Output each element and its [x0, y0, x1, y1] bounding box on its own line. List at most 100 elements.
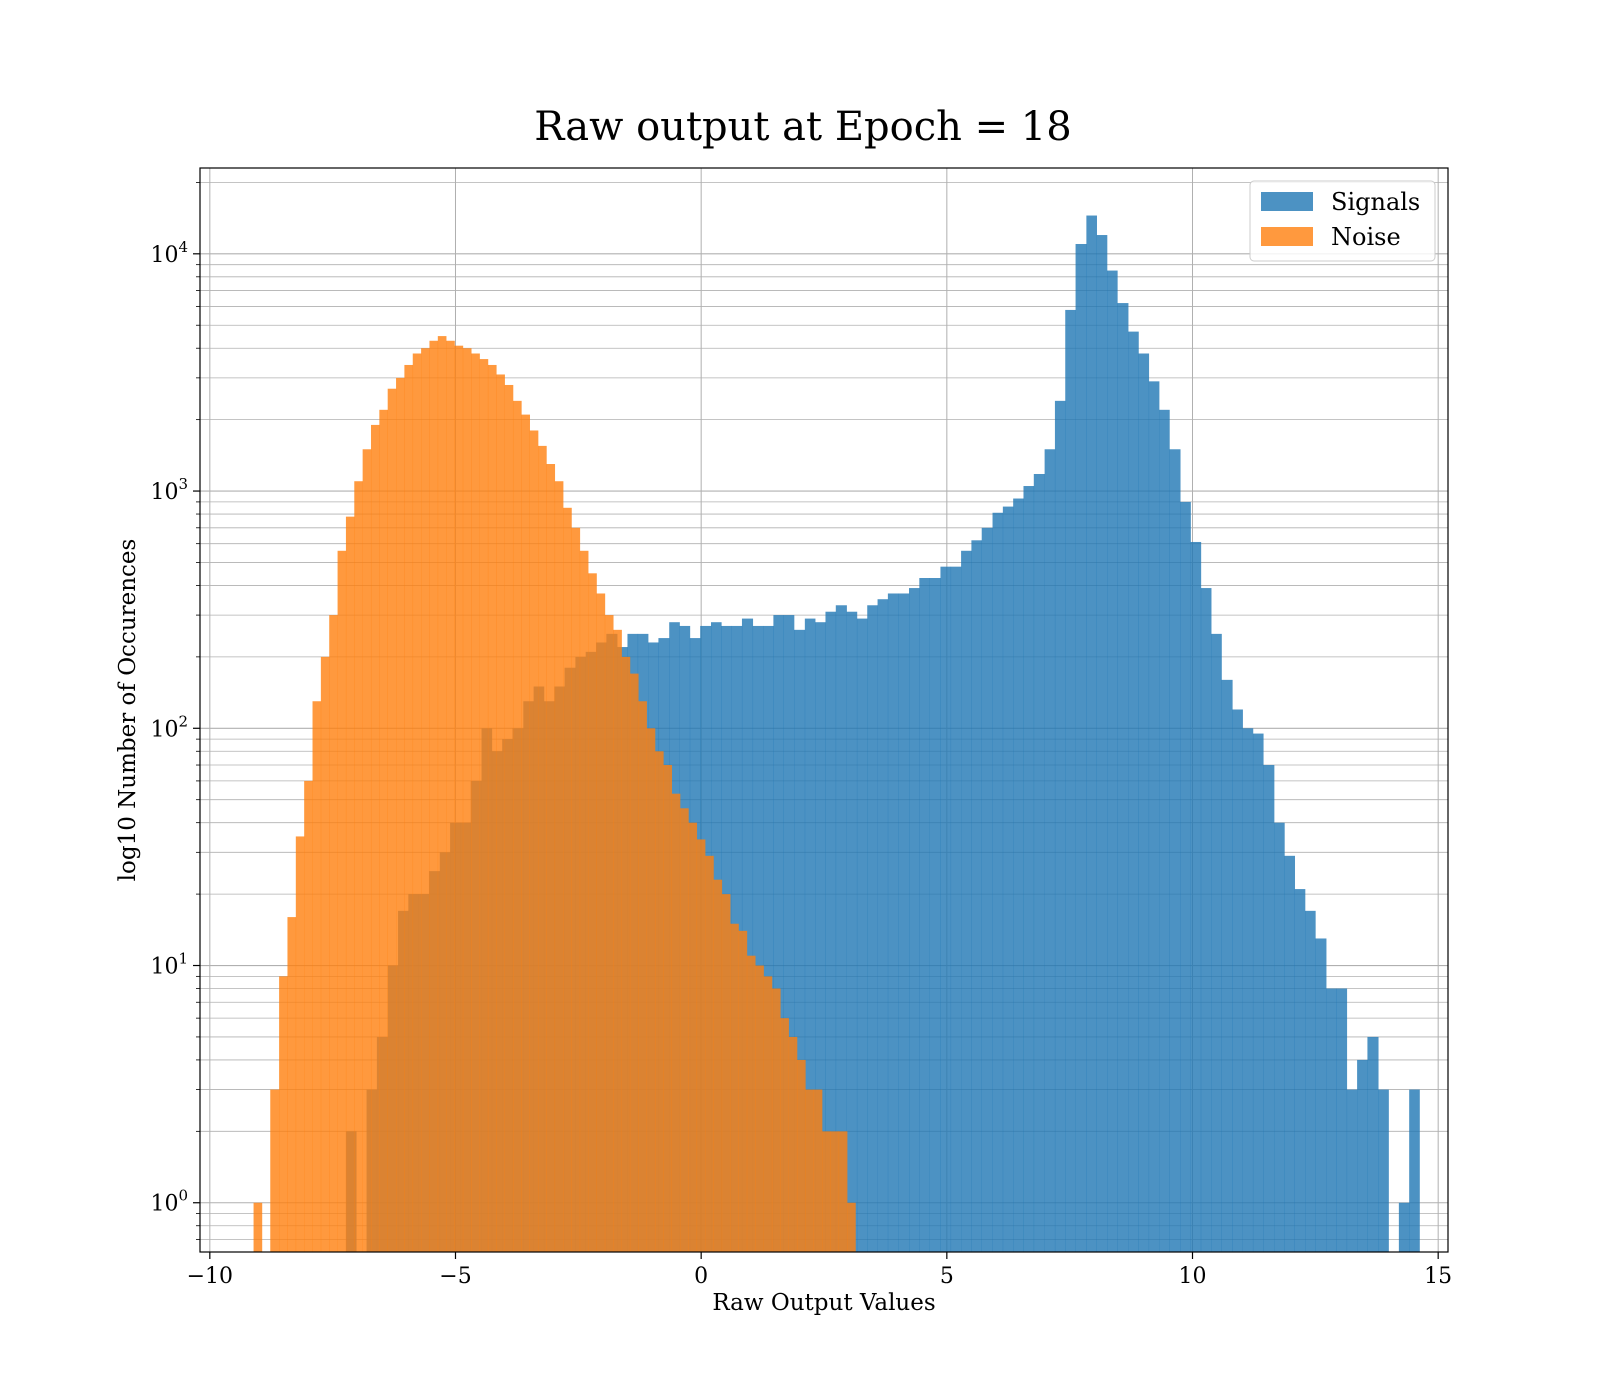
- noise-bar: [521, 414, 530, 1253]
- noise-bar: [621, 656, 631, 1252]
- noise-bar: [320, 656, 330, 1252]
- signals-bar: [1117, 303, 1129, 1252]
- signals-bar: [1086, 215, 1097, 1252]
- signals-bar: [794, 629, 806, 1252]
- signals-bar: [940, 566, 952, 1252]
- noise-bar: [721, 894, 731, 1252]
- noise-bar: [554, 481, 564, 1252]
- noise-bar: [596, 593, 606, 1252]
- legend-swatch-noise: [1261, 227, 1313, 246]
- noise-bar: [688, 822, 698, 1252]
- noise-bar: [421, 348, 430, 1252]
- signals-bar: [1232, 709, 1243, 1252]
- noise-bar: [663, 765, 672, 1252]
- noise-bar: [579, 550, 589, 1252]
- noise-bar: [571, 527, 581, 1252]
- noise-bar: [538, 445, 547, 1252]
- signals-bar: [1107, 270, 1118, 1252]
- noise-bar: [629, 673, 639, 1252]
- noise-bar: [563, 507, 572, 1253]
- signals-bar: [950, 566, 962, 1252]
- signals-bar: [1128, 331, 1139, 1252]
- signals-bar: [1274, 822, 1285, 1252]
- noise-bar: [822, 1131, 831, 1252]
- noise-bar: [404, 364, 414, 1253]
- signals-bar: [1169, 449, 1181, 1252]
- signals-bar: [909, 588, 920, 1252]
- signals-bar: [1211, 633, 1222, 1252]
- noise-bar: [345, 516, 355, 1252]
- signals-bar: [1200, 588, 1212, 1252]
- signals-bar: [1336, 988, 1348, 1252]
- signals-bar: [1252, 733, 1264, 1252]
- noise-bar: [730, 923, 739, 1252]
- noise-bar: [680, 808, 689, 1252]
- x-tick-label: −10: [187, 1264, 233, 1289]
- signals-bar: [1075, 243, 1087, 1252]
- signals-bar: [1033, 473, 1045, 1252]
- noise-bar: [796, 1059, 806, 1252]
- signals-bar: [804, 618, 816, 1252]
- signals-bar: [763, 625, 774, 1252]
- signals-bar: [971, 540, 983, 1252]
- noise-bar: [429, 340, 439, 1252]
- noise-bar: [387, 388, 397, 1252]
- signals-bar: [1044, 449, 1056, 1252]
- noise-bar: [337, 550, 347, 1252]
- noise-bar: [496, 374, 505, 1252]
- signals-bar: [961, 550, 972, 1252]
- noise-bar: [746, 955, 756, 1252]
- noise-bar: [279, 976, 288, 1252]
- signals-bar: [1002, 506, 1014, 1252]
- signals-bar: [1096, 235, 1108, 1252]
- noise-bar: [287, 917, 297, 1252]
- y-tick-label: 104: [150, 238, 188, 268]
- noise-bar: [813, 1089, 823, 1252]
- noise-bar: [370, 424, 380, 1252]
- noise-bar: [471, 353, 480, 1253]
- noise-bar: [437, 336, 447, 1252]
- noise-bar: [354, 481, 363, 1252]
- noise-bar: [304, 780, 313, 1252]
- noise-bar: [713, 879, 723, 1252]
- noise-bar: [512, 400, 522, 1252]
- signals-bar: [1190, 541, 1202, 1252]
- noise-bar: [504, 384, 514, 1252]
- signals-bar: [1054, 400, 1066, 1252]
- noise-bar: [638, 701, 647, 1252]
- signals-bar: [992, 512, 1004, 1252]
- noise-bar: [788, 1036, 798, 1252]
- noise-bar: [462, 348, 472, 1252]
- noise-bar: [771, 988, 781, 1252]
- noise-bar: [654, 751, 664, 1252]
- noise-bar: [446, 340, 455, 1252]
- y-tick-label: 102: [150, 712, 188, 742]
- y-tick-label: 101: [150, 950, 188, 980]
- signals-bar: [1305, 910, 1316, 1252]
- noise-bar: [312, 701, 322, 1252]
- signals-bar: [1378, 1089, 1389, 1252]
- noise-bar: [671, 793, 681, 1252]
- noise-bar: [487, 364, 497, 1253]
- noise-bar: [805, 1089, 814, 1252]
- signals-bar: [856, 618, 868, 1252]
- noise-bar: [529, 430, 539, 1252]
- noise-bar: [270, 1089, 280, 1252]
- y-axis-label: log10 Number of Occurences: [115, 539, 141, 882]
- x-axis-label: Raw Output Values: [712, 1290, 935, 1316]
- signals-bar: [1242, 728, 1254, 1252]
- legend-swatch-signals: [1261, 192, 1313, 211]
- signals-bar: [815, 622, 826, 1252]
- noise-bar: [479, 359, 489, 1252]
- noise-bar: [696, 839, 706, 1252]
- signals-bar: [825, 611, 837, 1252]
- noise-bar: [830, 1131, 840, 1252]
- signals-bar: [1357, 1059, 1368, 1252]
- noise-bars: [253, 336, 856, 1253]
- signals-bar: [919, 578, 930, 1252]
- signals-bar: [1180, 501, 1191, 1252]
- noise-bar: [588, 573, 597, 1252]
- signals-bar: [867, 605, 878, 1252]
- x-tick-label: 0: [694, 1264, 708, 1289]
- legend-label-noise: Noise: [1331, 223, 1401, 251]
